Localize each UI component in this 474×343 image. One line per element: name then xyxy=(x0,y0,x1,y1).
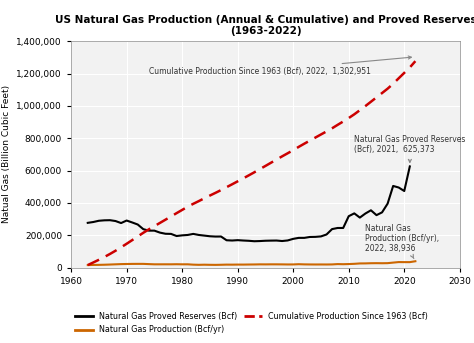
Legend: Natural Gas Proved Reserves (Bcf), Natural Gas Production (Bcf/yr), Cumulative P: Natural Gas Proved Reserves (Bcf), Natur… xyxy=(75,312,428,334)
Text: Natural Gas Proved Reserves
(Bcf), 2021,  625,373: Natural Gas Proved Reserves (Bcf), 2021,… xyxy=(354,135,465,162)
Text: Natural Gas
Production (Bcf/yr),
2022, 38,936: Natural Gas Production (Bcf/yr), 2022, 3… xyxy=(365,224,439,259)
Y-axis label: Natual Gas (Billion Cubic Feet): Natual Gas (Billion Cubic Feet) xyxy=(2,85,11,223)
Text: Cumulative Production Since 1963 (Bcf), 2022,  1,302,951: Cumulative Production Since 1963 (Bcf), … xyxy=(149,56,411,75)
Title: US Natural Gas Production (Annual & Cumulative) and Proved Reserves
(1963-2022): US Natural Gas Production (Annual & Cumu… xyxy=(55,15,474,36)
